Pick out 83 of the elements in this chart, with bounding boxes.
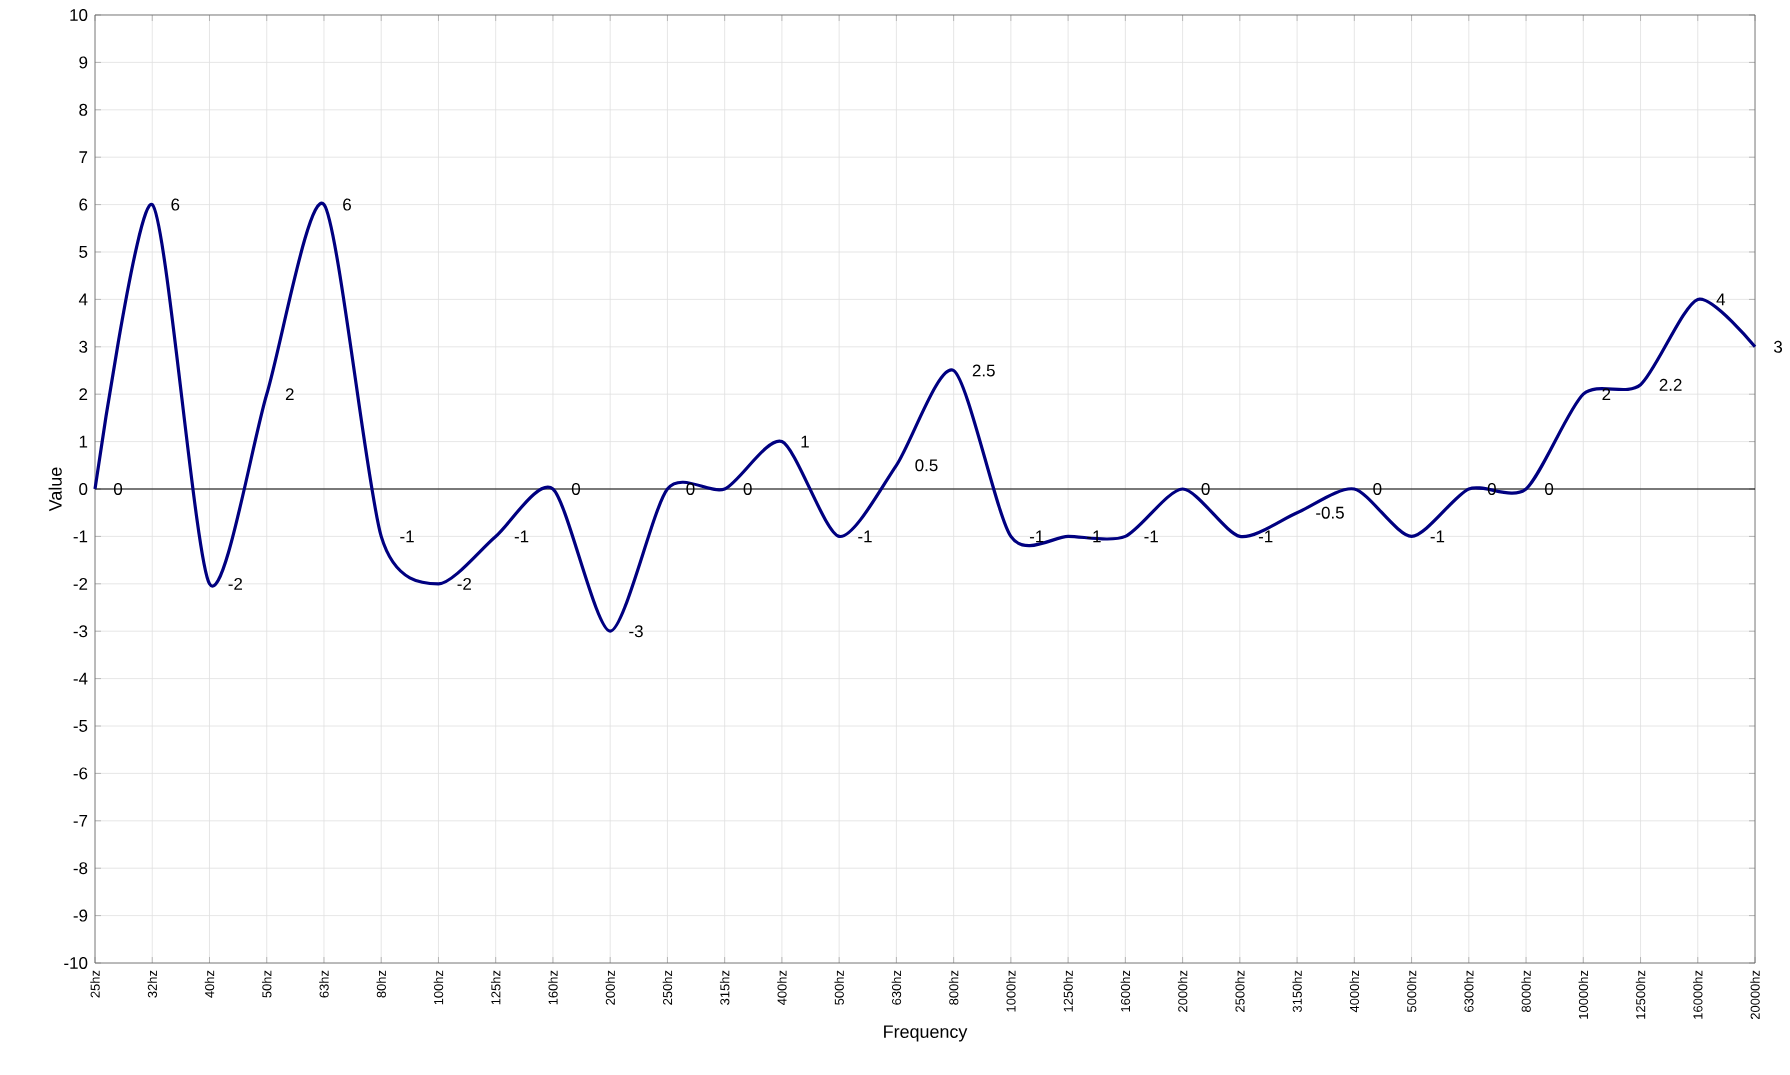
data-label: 2 (1602, 388, 1611, 401)
y-tick-label: 5 (79, 246, 88, 258)
x-tick-label: 20000hz (1750, 970, 1760, 1020)
x-axis-title: Frequency (884, 1025, 968, 1042)
x-tick-label: 125hz (490, 970, 501, 1005)
y-axis-title: Value (48, 467, 62, 512)
x-tick-label: 50hz (261, 970, 272, 998)
data-label: 6 (171, 198, 180, 211)
data-label: 0.5 (915, 459, 938, 472)
x-tick-label: 25hz (90, 970, 100, 998)
y-tick-label: 8 (79, 103, 88, 116)
x-tick-label: 5000hz (1406, 970, 1417, 1012)
x-tick-label: 630hz (891, 970, 902, 1005)
x-tick-label: 800hz (948, 970, 959, 1005)
data-label: -1 (400, 530, 414, 543)
x-tick-label: 10000hz (1578, 970, 1589, 1019)
y-tick-label: -8 (73, 862, 88, 875)
x-tick-label: 1250hz (1063, 970, 1073, 1012)
data-label: -1 (858, 530, 872, 543)
x-tick-label: 4000hz (1349, 970, 1360, 1013)
y-tick-label: 6 (79, 198, 88, 211)
x-tick-label: 63hz (319, 970, 329, 998)
y-tick-label: 0 (79, 483, 88, 495)
x-tick-label: 100hz (433, 970, 444, 1005)
y-tick-label: 1 (79, 435, 88, 448)
data-label: 0 (686, 483, 695, 495)
data-label: -1 (1087, 530, 1101, 543)
data-label: -3 (629, 625, 643, 638)
data-label: -1 (1258, 530, 1273, 543)
data-label: 2.5 (972, 364, 995, 377)
y-tick-label: -9 (73, 909, 88, 922)
data-label: 0 (1373, 483, 1382, 495)
y-tick-label: 10 (70, 9, 88, 21)
x-tick-label: 80hz (376, 970, 386, 998)
y-tick-label: 2 (79, 388, 88, 401)
x-tick-label: 250hz (662, 970, 673, 1005)
y-tick-label: 3 (79, 340, 88, 353)
data-label: 0 (743, 483, 752, 495)
y-tick-label: -5 (73, 720, 88, 732)
x-tick-label: 40hz (204, 970, 215, 998)
data-label: 0 (1545, 483, 1554, 495)
x-tick-label: 315hz (719, 970, 730, 1005)
x-tick-label: 2500hz (1235, 970, 1245, 1012)
data-label: 3 (1774, 340, 1783, 353)
x-tick-label: 3150hz (1292, 970, 1302, 1013)
x-tick-label: 1600hz (1120, 970, 1131, 1012)
x-tick-label: 32hz (147, 970, 157, 998)
y-tick-label: -3 (73, 625, 88, 638)
x-tick-label: 8000hz (1521, 970, 1531, 1012)
x-tick-label: 500hz (834, 970, 844, 1005)
data-label: -2 (228, 577, 243, 590)
y-tick-label: -1 (73, 530, 88, 543)
y-tick-label: 7 (79, 151, 88, 164)
x-tick-label: 16000hz (1693, 970, 1703, 1019)
data-label: -1 (1144, 530, 1158, 543)
data-label: 1 (801, 435, 809, 448)
data-label: 0 (1487, 483, 1496, 495)
x-tick-label: 200hz (605, 970, 615, 1005)
data-label: 0 (571, 483, 581, 495)
y-tick-label: -6 (73, 767, 88, 780)
x-tick-label: 6300hz (1464, 970, 1474, 1012)
data-label: 0 (1201, 483, 1210, 495)
data-label: -0.5 (1316, 506, 1344, 519)
x-tick-label: 400hz (777, 970, 787, 1006)
data-label: 2.2 (1659, 378, 1682, 391)
data-label: -1 (514, 530, 529, 543)
x-tick-label: 12500hz (1635, 970, 1646, 1019)
x-tick-label: 1000hz (1006, 970, 1016, 1012)
y-tick-label: 9 (79, 56, 88, 69)
y-tick-label: 4 (78, 293, 88, 306)
data-label: -1 (1029, 530, 1044, 543)
y-tick-label: -2 (73, 577, 88, 590)
data-label: 0 (113, 483, 123, 495)
data-label: -1 (1430, 530, 1445, 543)
y-tick-label: -4 (73, 672, 88, 685)
data-label: 6 (343, 198, 351, 211)
x-tick-label: 2000hz (1177, 970, 1188, 1012)
y-tick-label: -7 (73, 814, 88, 827)
y-tick-label: -10 (64, 957, 88, 969)
data-label: 2 (285, 388, 294, 401)
x-tick-label: 160hz (548, 970, 558, 1005)
data-label: -2 (457, 577, 471, 590)
data-label: 4 (1716, 293, 1726, 306)
